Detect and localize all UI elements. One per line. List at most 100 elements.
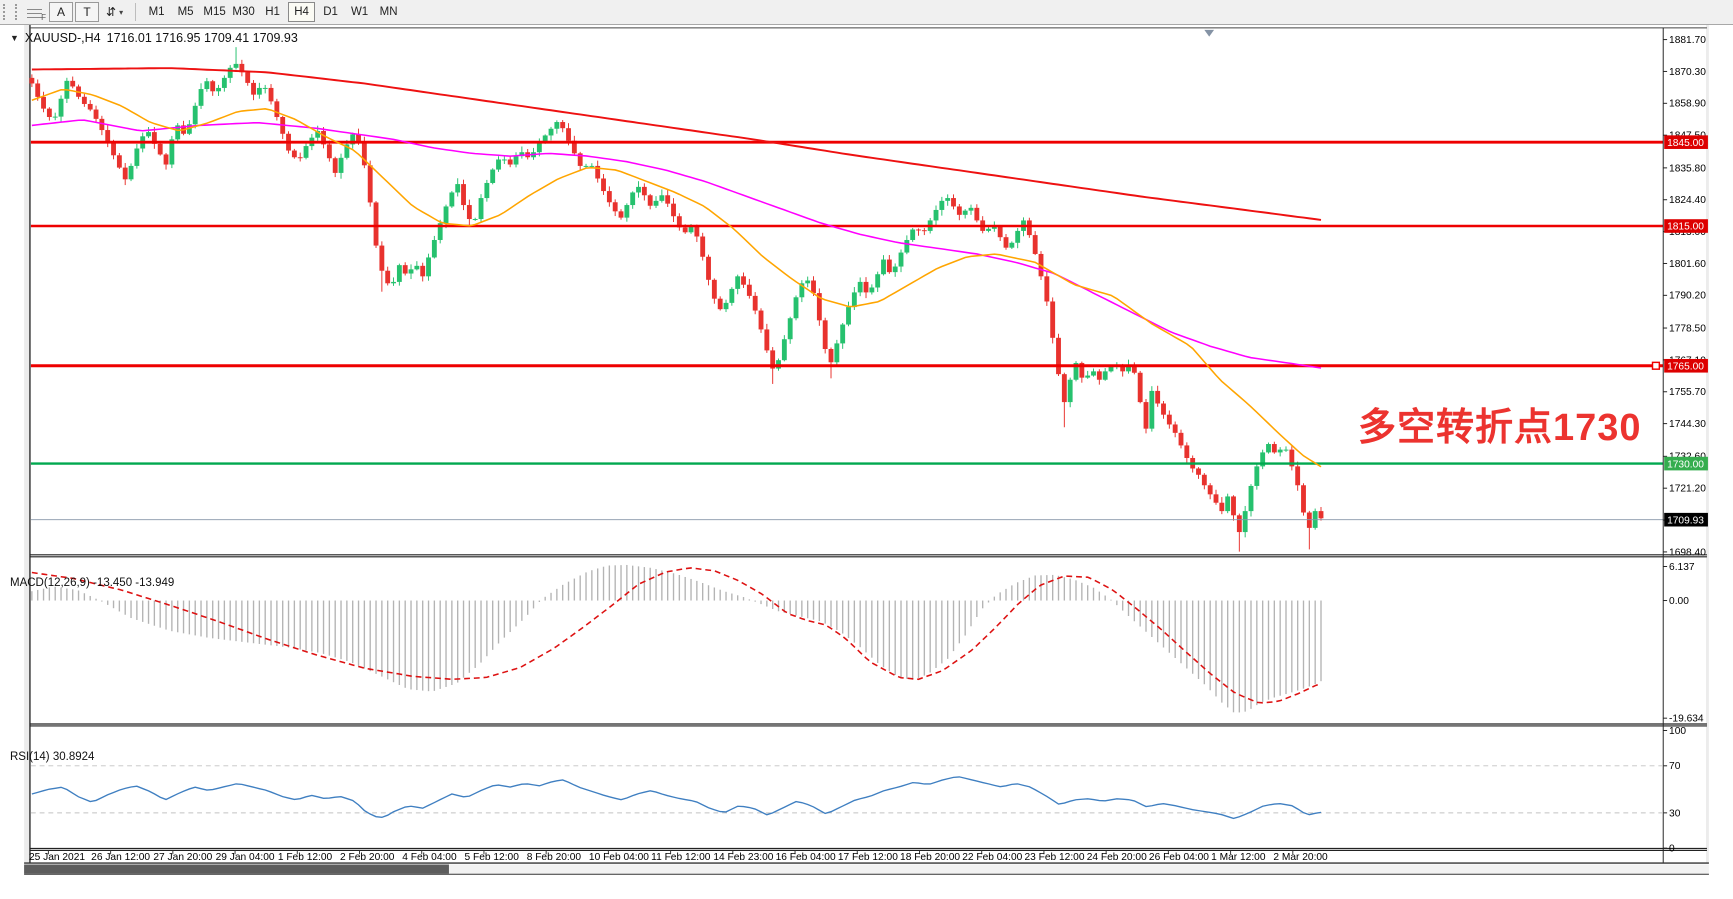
price-tick-label: 1881.70 [1669,35,1706,46]
h-scrollbar-track[interactable] [24,864,1709,874]
candle-body [466,205,472,220]
candlesticks[interactable] [29,47,1324,552]
candle-body [636,186,641,193]
candle-body [496,159,501,170]
candle-body [116,155,122,168]
candle-body [1306,512,1312,528]
candle-body [35,83,41,97]
candle-body [1201,474,1207,486]
candle-body [1009,242,1015,248]
timeframe-button-m30[interactable]: M30 [230,2,257,22]
timeframe-button-h4[interactable]: H4 [288,2,316,22]
candle-body [1050,301,1056,338]
date-tick-label: 25 Jan 2021 [29,852,85,863]
candle-body [216,87,221,92]
candle-body [962,210,968,215]
candle-body [414,265,420,270]
symbol-period-label: XAUUSD-,H4 [24,31,101,45]
price-badge-label: 1845.00 [1667,138,1704,149]
candle-body [986,228,991,231]
chart-shift-marker-icon[interactable] [1204,29,1215,37]
candle-body [781,339,787,361]
hline-handle[interactable] [1651,361,1661,370]
timeframe-button-m1[interactable]: M1 [143,2,170,22]
toolbar: F A T ⇵ ▾ M1 M5 M15 M30 H1 H4 D1 W1 MN [0,0,1733,25]
candle-body [951,198,956,207]
timeframe-button-h1[interactable]: H1 [259,2,286,22]
pivot-annotation-text: 多空转折点1730 [1358,407,1642,449]
candle-body [811,280,816,294]
timeframe-button-m5[interactable]: M5 [172,2,199,22]
price-tick-label: 1755.70 [1669,387,1706,398]
fibonacci-grid-icon [27,6,42,18]
candle-body [321,130,326,145]
candle-body [863,281,869,293]
date-tick-label: 26 Feb 04:00 [1149,852,1209,863]
price-badge-label: 1709.93 [1667,515,1704,526]
candle-body [542,135,548,143]
price-tick-label: 1698.40 [1669,547,1706,558]
timeframe-button-mn[interactable]: MN [375,2,402,22]
candle-body [1184,445,1190,459]
annotate-a-button[interactable]: A [49,2,73,22]
ohlc-values: 1716.01 1716.95 1709.41 1709.93 [106,31,298,45]
candle-body [478,198,484,220]
candle-body [41,96,46,109]
h-scrollbar-thumb[interactable] [24,864,449,874]
candle-body [350,134,356,145]
candle-body [770,350,776,369]
candle-body [356,134,361,143]
date-tick-label: 22 Feb 04:00 [962,852,1022,863]
candle-body [315,130,321,138]
candle-body [641,186,647,196]
fibonacci-f-label: F [41,13,46,22]
candle-body [472,219,478,220]
price-badge-label: 1815.00 [1667,222,1704,233]
price-tick-label: 1801.60 [1669,259,1706,270]
candle-body [1143,402,1149,429]
candle-body [857,281,863,293]
timeframe-button-d1[interactable]: D1 [317,2,344,22]
text-label-button[interactable]: T [75,2,99,22]
candle-body [828,348,834,363]
candle-body [461,184,466,206]
candle-body [297,157,303,159]
chart-canvas[interactable]: 1881.701870.301858.901847.501835.801824.… [0,25,1733,899]
candle-body [1295,466,1301,486]
rsi-pane[interactable] [30,765,1664,820]
price-tick-label: 1870.30 [1669,67,1706,78]
candle-body [840,324,846,344]
candle-body [694,226,700,237]
candle-body [344,144,350,158]
candle-body [1102,371,1108,380]
candle-body [268,87,274,102]
candle-body [886,259,892,273]
date-tick-label: 11 Feb 12:00 [651,852,711,863]
candle-body [70,80,76,87]
candle-body [379,245,385,271]
candle-body [991,226,997,229]
fibonacci-tool-button[interactable]: F [22,2,47,22]
candle-body [1166,414,1172,425]
candle-body [332,158,338,173]
macd-label: MACD(12,26,9) [10,577,90,589]
candle-body [1044,276,1050,302]
candle-body [501,159,507,161]
candle-body [490,169,496,183]
arrows-tool-button[interactable]: ⇵ ▾ [101,2,129,22]
toolbar-drag-handle[interactable] [3,4,17,20]
candle-body [408,269,414,274]
candle-body [58,98,64,117]
macd-pane[interactable] [31,564,1322,713]
candle-body [1126,365,1131,372]
candle-body [676,216,682,228]
candle-body [822,320,828,349]
price-badge [1664,135,1708,149]
date-tick-label: 18 Feb 20:00 [900,852,960,863]
timeframe-button-m15[interactable]: M15 [201,2,228,22]
ma-long-red [31,67,1322,221]
candle-body [385,270,391,284]
price-tick-label: 1721.20 [1669,484,1706,495]
timeframe-button-w1[interactable]: W1 [346,2,373,22]
candle-body [81,96,87,104]
